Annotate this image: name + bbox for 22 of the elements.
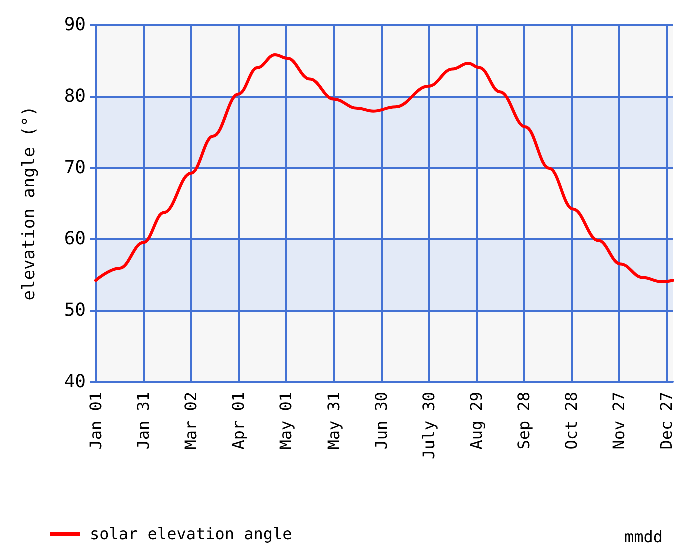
x-tick-label: Mar 02 — [182, 392, 201, 450]
x-tick-label: Sep 28 — [514, 392, 534, 450]
x-tick-label: May 31 — [324, 392, 344, 450]
x-tick-label: July 30 — [419, 392, 438, 460]
legend-label: solar elevation angle — [90, 524, 292, 544]
y-tick-label: 90 — [64, 14, 86, 36]
y-tick-label: 70 — [64, 157, 86, 178]
x-tick-label: Jan 01 — [86, 392, 106, 450]
x-tick-label: Oct 28 — [562, 392, 582, 450]
y-tick-label: 50 — [64, 300, 86, 322]
y-tick-label: 80 — [64, 86, 86, 107]
x-axis-title: mmdd — [624, 528, 663, 546]
y-tick-label: 60 — [64, 228, 86, 250]
x-tick-label: May 01 — [276, 392, 296, 450]
y-tick-label: 40 — [64, 372, 86, 392]
x-tick-label: Nov 27 — [610, 392, 629, 450]
x-tick-label: Apr 01 — [229, 392, 248, 450]
x-tick-label: Jan 31 — [134, 392, 154, 450]
x-tick-label: Dec 27 — [657, 392, 675, 450]
x-tick-label: Jun 30 — [372, 392, 391, 450]
y-axis-title: elevation angle (°) — [20, 106, 40, 301]
x-tick-label: Aug 29 — [466, 392, 486, 450]
